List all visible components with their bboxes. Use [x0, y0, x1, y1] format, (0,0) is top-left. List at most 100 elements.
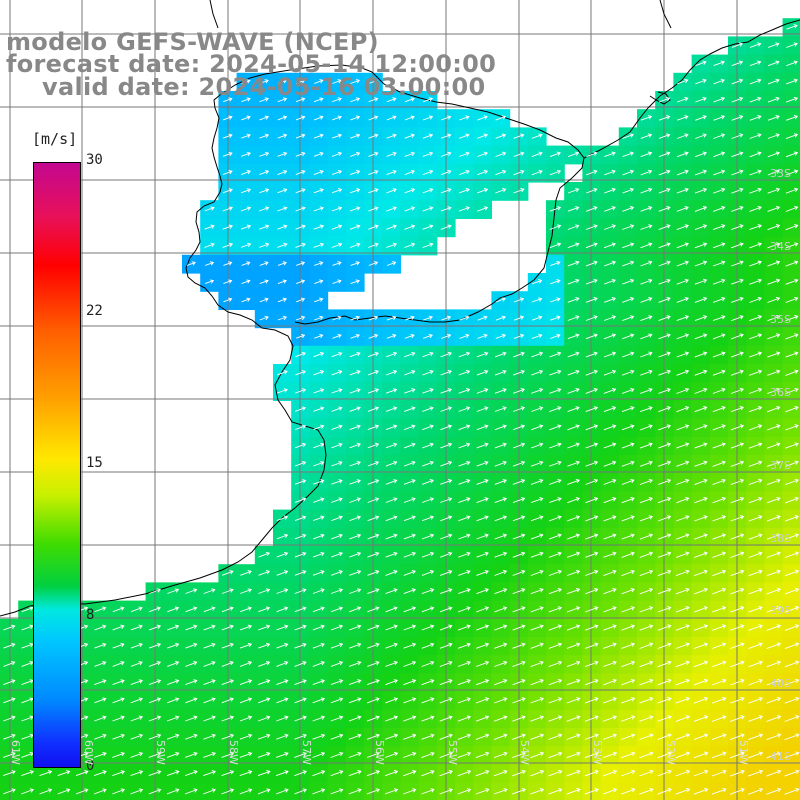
wind-arrow	[349, 551, 362, 558]
wind-arrow	[185, 751, 198, 758]
wind-arrow	[313, 515, 325, 522]
wind-arrow	[330, 624, 344, 631]
wind-arrow	[713, 151, 726, 158]
wind-arrow	[548, 642, 563, 649]
wind-arrow	[676, 169, 689, 176]
wind-arrow	[440, 188, 452, 194]
wind-arrow	[332, 115, 342, 121]
wind-arrow	[549, 242, 562, 249]
wind-arrow	[403, 733, 417, 740]
wind-arrow	[457, 769, 472, 777]
colorbar-unit: [m/s]	[32, 130, 78, 148]
wind-arrow	[621, 733, 636, 740]
wind-arrow	[386, 261, 397, 266]
wind-arrow	[403, 770, 417, 777]
wind-arrow	[294, 715, 307, 722]
wind-arrow	[548, 697, 563, 704]
wind-arrow	[313, 406, 325, 412]
wind-arrow	[312, 697, 326, 704]
wind-arrow	[350, 188, 361, 194]
wind-arrow	[548, 588, 562, 595]
border-line-west	[209, 0, 219, 29]
wind-arrow	[439, 642, 453, 649]
wind-arrow	[368, 242, 379, 248]
wind-arrow	[586, 151, 598, 158]
wind-arrow	[768, 42, 780, 48]
wind-arrow	[330, 770, 344, 777]
wind-arrow	[439, 588, 453, 595]
wind-arrow	[712, 296, 726, 303]
wind-arrow	[530, 642, 544, 649]
wind-arrow	[258, 588, 271, 594]
wind-arrow	[404, 133, 415, 139]
wind-arrow	[385, 606, 398, 613]
wind-arrow	[423, 315, 434, 321]
wind-arrow	[549, 478, 562, 485]
wind-arrow	[512, 442, 526, 449]
wind-arrow	[295, 206, 306, 212]
wind-arrow	[259, 151, 270, 157]
lat-label-36s: 36S	[770, 386, 791, 399]
wind-arrow	[513, 151, 525, 157]
wind-arrow	[549, 424, 562, 431]
wind-arrow	[785, 442, 799, 449]
wind-arrow	[675, 769, 691, 777]
wind-arrow	[385, 515, 398, 522]
wind-arrow	[475, 751, 490, 759]
wind-arrow	[259, 115, 270, 121]
wind-arrow	[567, 187, 580, 194]
wind-arrow	[784, 660, 800, 668]
wind-arrow	[694, 551, 708, 558]
wind-arrow	[494, 497, 508, 504]
wind-arrow	[711, 678, 727, 686]
wind-arrow	[639, 497, 653, 504]
wind-arrow	[348, 733, 362, 740]
wind-arrow	[476, 551, 489, 558]
wind-arrow	[314, 79, 324, 84]
wind-arrow	[766, 478, 781, 486]
wind-arrow	[494, 606, 508, 613]
wind-arrow	[548, 569, 562, 576]
wind-arrow	[294, 533, 307, 540]
wind-arrow	[475, 715, 490, 722]
wind-arrow	[203, 588, 216, 594]
wind-arrow	[349, 624, 362, 631]
wind-arrow	[332, 315, 342, 321]
wind-arrow	[3, 715, 16, 722]
wind-arrow	[185, 679, 198, 686]
wind-arrow	[240, 242, 252, 248]
wind-arrow	[640, 187, 653, 194]
wind-arrow	[276, 661, 289, 667]
wind-arrow	[221, 661, 234, 667]
wind-arrow	[639, 587, 654, 595]
wind-arrow	[21, 661, 34, 667]
wind-arrow	[639, 715, 654, 722]
wind-arrow	[348, 660, 362, 667]
wind-arrow	[477, 206, 489, 212]
wind-arrow	[331, 224, 343, 230]
wind-arrow	[440, 206, 452, 212]
wind-arrow	[440, 224, 452, 230]
wind-arrow	[604, 206, 616, 212]
wind-arrow	[621, 460, 635, 467]
wind-arrow	[276, 642, 289, 649]
wind-arrow	[566, 660, 581, 668]
wind-arrow	[603, 642, 617, 649]
wind-arrow	[730, 569, 745, 577]
wind-arrow	[676, 369, 690, 376]
wind-arrow	[512, 733, 526, 740]
wind-arrow	[241, 133, 251, 139]
lat-label-34s: 34S	[770, 240, 791, 253]
wind-arrow	[277, 279, 287, 285]
wind-arrow	[548, 769, 563, 777]
wind-arrow	[766, 624, 782, 631]
wind-arrow	[712, 260, 726, 267]
wind-arrow	[495, 115, 507, 121]
wind-arrow	[94, 661, 107, 667]
wind-arrow	[403, 588, 416, 595]
wind-arrow	[530, 569, 544, 576]
wind-arrow	[130, 642, 143, 649]
wind-arrow	[786, 42, 798, 48]
wind-arrow	[313, 206, 324, 212]
wind-arrow	[622, 278, 635, 285]
